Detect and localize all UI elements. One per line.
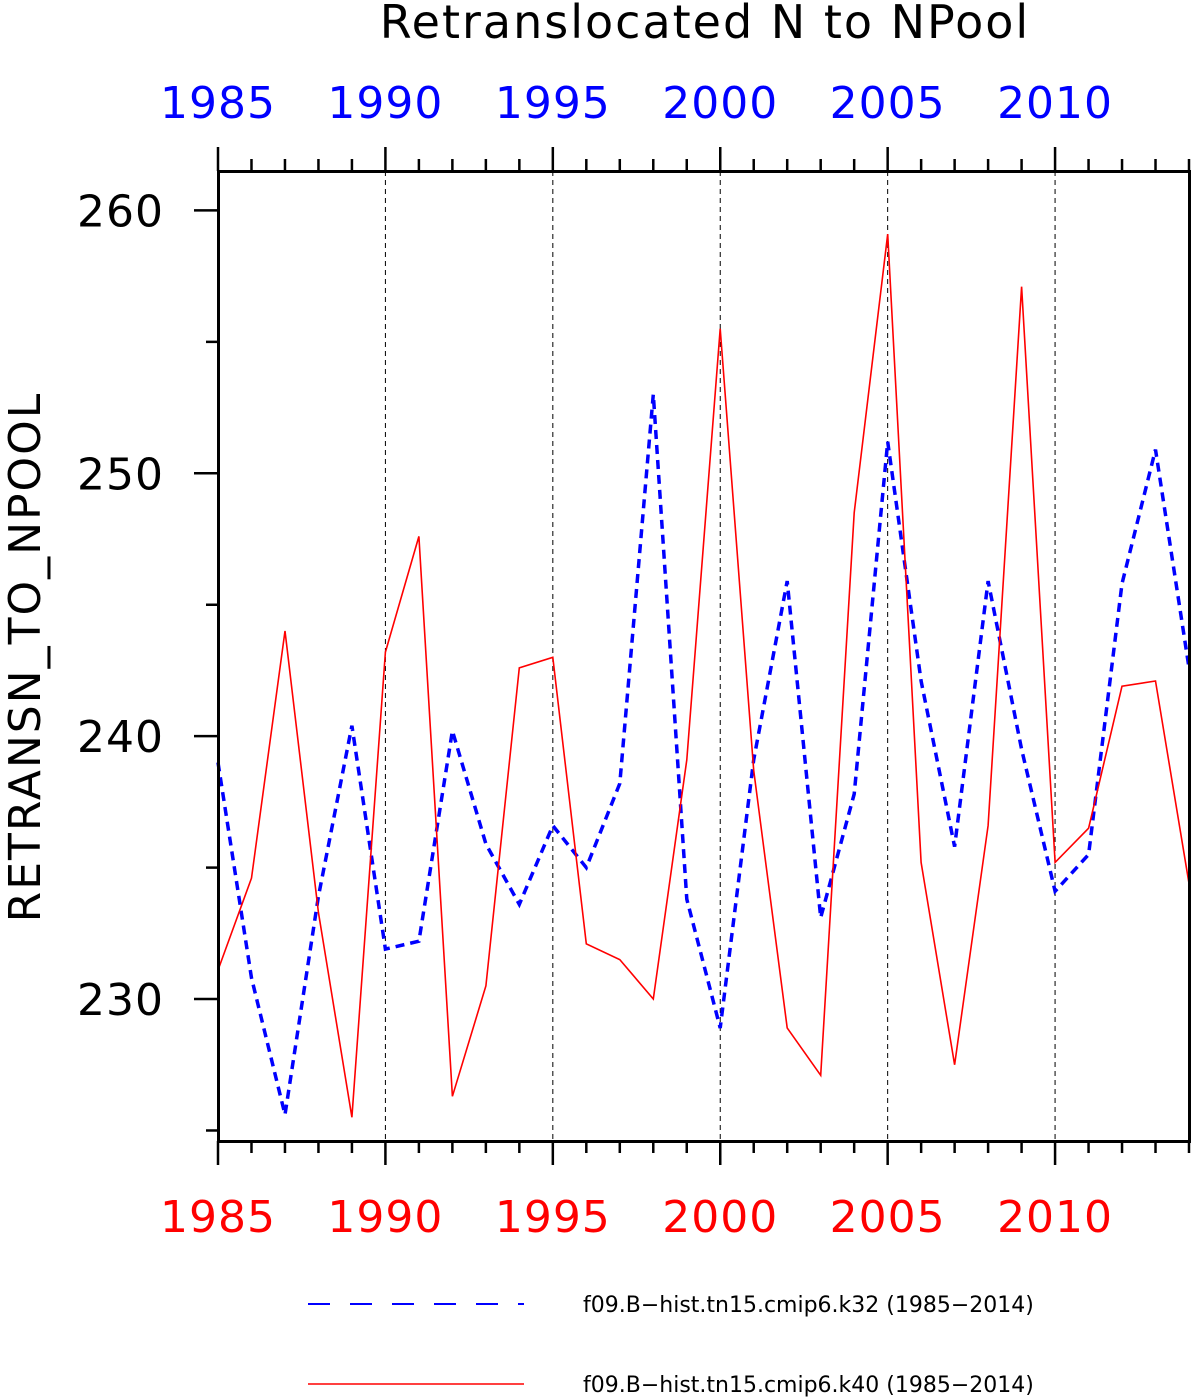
x-tick-label-top: 1985 (160, 78, 276, 129)
series-line-0 (216, 394, 1191, 1116)
legend-label-1: f09.B−hist.tn15.cmip6.k40 (1985−2014) (583, 1373, 1034, 1398)
y-axis-label: RETRANSN_TO_NPOOL (0, 392, 51, 923)
x-tick-label-bottom: 2005 (830, 1192, 946, 1243)
y-tick-label: 250 (77, 449, 164, 500)
x-tick-label-top: 1990 (327, 78, 443, 129)
plot-series (216, 234, 1191, 1118)
chart-title: Retranslocated N to NPool (380, 0, 1030, 49)
axes: 1985 1985 1990 1990 1995 1995 2000 2000 2005 2005… (77, 78, 1191, 1243)
x-tick-label-bottom: 1985 (160, 1192, 276, 1243)
x-tick-label-bottom: 1995 (495, 1192, 611, 1243)
y-tick-label: 240 (77, 712, 164, 763)
grid-lines (384, 171, 1056, 1141)
legend-label-0: f09.B−hist.tn15.cmip6.k32 (1985−2014) (583, 1293, 1034, 1318)
y-tick-label: 230 (77, 975, 164, 1026)
x-tick-label-bottom: 2000 (662, 1192, 778, 1243)
x-tick-label-top: 2010 (997, 78, 1113, 129)
x-tick-label-top: 2005 (830, 78, 946, 129)
x-tick-label-top: 2000 (662, 78, 778, 129)
plot-frame (217, 170, 1191, 1143)
x-tick-label-top: 1995 (495, 78, 611, 129)
x-tick-label-bottom: 1990 (327, 1192, 443, 1243)
legend: f09.B−hist.tn15.cmip6.k32 (1985−2014) f09… (308, 1293, 1034, 1398)
x-tick-label-bottom: 2010 (997, 1192, 1113, 1243)
series-line-1 (217, 234, 1190, 1118)
y-tick-label: 260 (77, 186, 164, 237)
